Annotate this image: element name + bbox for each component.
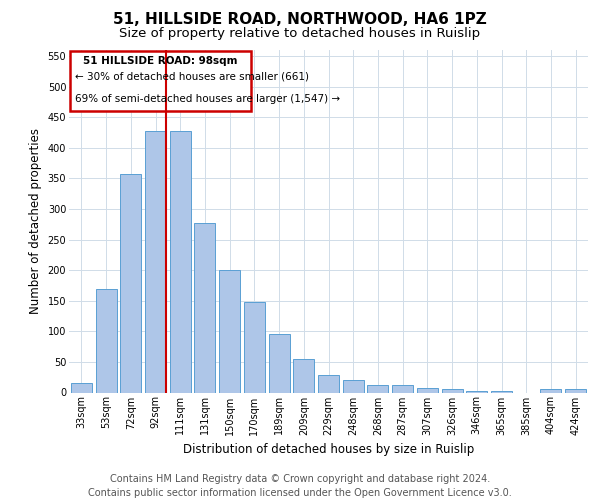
Bar bbox=[541, 389, 562, 392]
Bar bbox=[392, 384, 413, 392]
Bar bbox=[367, 384, 388, 392]
Bar bbox=[343, 380, 364, 392]
Bar bbox=[145, 130, 166, 392]
Bar bbox=[417, 388, 438, 392]
Bar bbox=[170, 130, 191, 392]
Bar bbox=[442, 390, 463, 392]
Text: 51, HILLSIDE ROAD, NORTHWOOD, HA6 1PZ: 51, HILLSIDE ROAD, NORTHWOOD, HA6 1PZ bbox=[113, 12, 487, 28]
FancyBboxPatch shape bbox=[70, 51, 251, 111]
Text: ← 30% of detached houses are smaller (661): ← 30% of detached houses are smaller (66… bbox=[75, 72, 309, 82]
Bar bbox=[120, 174, 141, 392]
Bar bbox=[194, 223, 215, 392]
Text: Size of property relative to detached houses in Ruislip: Size of property relative to detached ho… bbox=[119, 28, 481, 40]
Bar bbox=[318, 376, 339, 392]
Bar bbox=[244, 302, 265, 392]
Bar bbox=[95, 288, 116, 393]
X-axis label: Distribution of detached houses by size in Ruislip: Distribution of detached houses by size … bbox=[183, 443, 474, 456]
Bar bbox=[269, 334, 290, 392]
Text: 69% of semi-detached houses are larger (1,547) →: 69% of semi-detached houses are larger (… bbox=[75, 94, 340, 104]
Bar bbox=[293, 359, 314, 392]
Text: Contains HM Land Registry data © Crown copyright and database right 2024.
Contai: Contains HM Land Registry data © Crown c… bbox=[88, 474, 512, 498]
Y-axis label: Number of detached properties: Number of detached properties bbox=[29, 128, 42, 314]
Bar bbox=[565, 390, 586, 392]
Text: 51 HILLSIDE ROAD: 98sqm: 51 HILLSIDE ROAD: 98sqm bbox=[83, 56, 238, 66]
Bar bbox=[466, 390, 487, 392]
Bar bbox=[71, 384, 92, 392]
Bar bbox=[219, 270, 240, 392]
